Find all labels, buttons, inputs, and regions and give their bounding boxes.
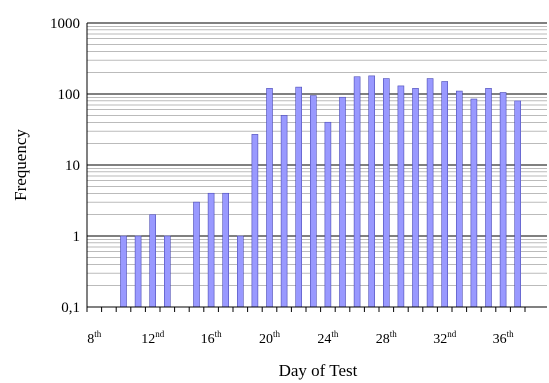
bar xyxy=(382,78,390,308)
x-axis-title: Day of Test xyxy=(279,361,358,380)
x-tick-label: 12nd xyxy=(141,329,165,347)
bar xyxy=(120,235,127,308)
y-tick-label: 1 xyxy=(73,229,81,245)
bar xyxy=(280,115,288,308)
bar xyxy=(426,78,434,308)
bar xyxy=(251,134,259,308)
bar xyxy=(353,76,361,308)
bar xyxy=(339,96,346,308)
x-tick-label: 36th xyxy=(493,329,515,347)
x-tick-label: 32nd xyxy=(433,329,457,347)
y-axis-title: Frequency xyxy=(11,129,30,201)
bar xyxy=(222,192,229,308)
y-tick-label: 100 xyxy=(58,87,81,103)
bar xyxy=(441,81,449,308)
x-tick-label: 24th xyxy=(317,329,339,347)
bar xyxy=(237,235,244,308)
bars xyxy=(120,75,522,308)
bar xyxy=(397,85,405,308)
bar xyxy=(309,95,317,308)
bar xyxy=(485,88,492,308)
axes xyxy=(86,23,547,312)
bar xyxy=(164,235,171,308)
x-tick-labels: 8th 12nd 16th 20th 24th 28th 32nd 36th xyxy=(87,329,514,347)
bar xyxy=(134,235,142,308)
bar xyxy=(266,88,273,308)
bar xyxy=(514,100,522,308)
bar xyxy=(193,201,200,308)
bar xyxy=(470,98,478,308)
bar xyxy=(207,192,215,308)
x-tick-label: 16th xyxy=(201,329,223,347)
bar xyxy=(295,86,303,308)
y-tick-label: 0,1 xyxy=(61,300,80,316)
x-tick-label: 28th xyxy=(376,329,398,347)
bar xyxy=(324,121,332,308)
bar xyxy=(499,92,507,308)
bar xyxy=(412,88,419,308)
y-tick-label: 10 xyxy=(65,158,80,174)
x-tick-label: 8th xyxy=(87,329,102,347)
bar xyxy=(455,90,463,308)
x-tick-label: 20th xyxy=(259,329,281,347)
grid-lines xyxy=(87,22,547,308)
y-tick-label: 1000 xyxy=(50,16,80,32)
bar xyxy=(368,75,376,308)
y-tick-labels: 0,1 1 10 100 1000 xyxy=(50,16,80,316)
bar xyxy=(149,214,156,308)
